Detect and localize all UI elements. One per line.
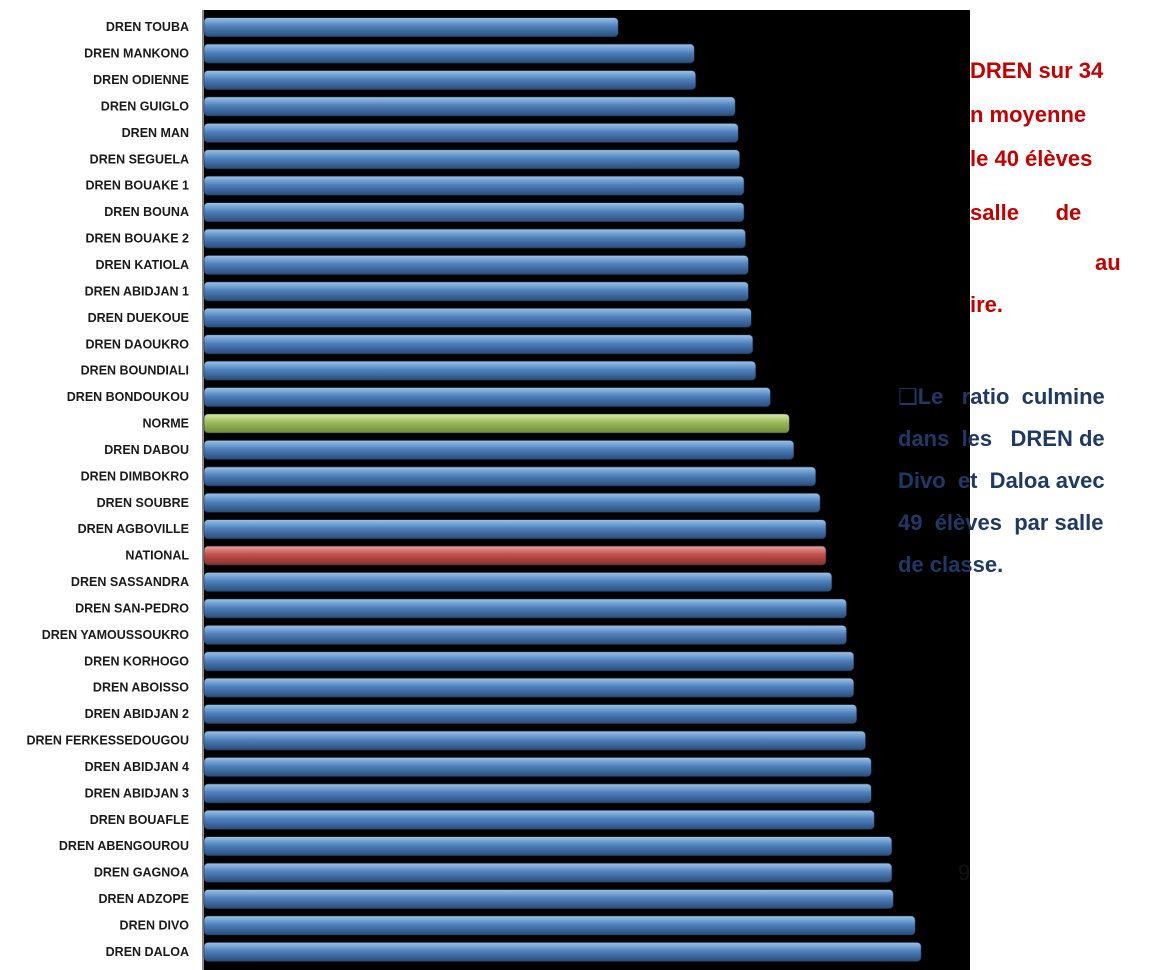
bar-dren-soubre (203, 492, 821, 513)
category-label-dren-bouafle: DREN BOUAFLE (90, 813, 189, 827)
bar-dren-boundiali (203, 360, 757, 381)
category-label-dren-katiola: DREN KATIOLA (95, 258, 189, 272)
bar-dren-abidjan-3 (203, 783, 872, 804)
category-label-dren-seguela: DREN SEGUELA (90, 152, 189, 166)
bar-dren-daloa (203, 942, 922, 962)
category-label-national: NATIONAL (125, 549, 189, 563)
category-label-dren-daloa: DREN DALOA (106, 945, 189, 959)
bar-dren-touba (203, 17, 619, 38)
category-label-dren-abengourou: DREN ABENGOUROU (59, 839, 189, 853)
bar-norme (203, 413, 790, 434)
red-line-6: ire. (970, 292, 1004, 317)
category-label-dren-gagnoa: DREN GAGNOA (94, 866, 189, 880)
blue-line-5: de classe. (898, 552, 1004, 577)
bar-dren-bondoukou (203, 387, 771, 407)
red-line-1: DREN sur 34 (970, 58, 1104, 83)
bars-group (203, 17, 922, 962)
bar-dren-bouake-1 (203, 175, 745, 196)
category-label-dren-duekoue: DREN DUEKOUE (88, 311, 189, 325)
bar-dren-san-pedro (203, 598, 847, 619)
bar-dren-abidjan-4 (203, 757, 872, 777)
bar-dren-seguela (203, 149, 740, 170)
bar-dren-abidjan-1 (203, 281, 749, 302)
category-label-dren-ferkessedougou: DREN FERKESSEDOUGOU (26, 734, 189, 748)
category-label-dren-sassandra: DREN SASSANDRA (71, 575, 189, 589)
bar-dren-abengourou (203, 836, 893, 857)
bar-dren-agboville (203, 519, 827, 540)
category-label-dren-soubre: DREN SOUBRE (97, 496, 189, 510)
category-labels: DREN TOUBA DREN MANKONO DREN ODIENNE DREN G… (26, 20, 189, 959)
category-label-dren-bouake-2: DREN BOUAKE 2 (86, 232, 190, 246)
category-label-dren-abidjan-4: DREN ABIDJAN 4 (85, 760, 189, 774)
bar-dren-dabou (203, 440, 795, 460)
category-label-dren-mankono: DREN MANKONO (84, 47, 189, 61)
bar-dren-mankono (203, 43, 695, 64)
bar-dren-katiola (203, 255, 749, 275)
bar-dren-yamoussoukro (203, 625, 847, 645)
category-label-norme: NORME (142, 417, 189, 431)
bar-dren-dimbokro (203, 466, 817, 487)
red-line-3: le 40 élèves (970, 146, 1093, 171)
category-label-dren-guiglo: DREN GUIGLO (101, 100, 189, 114)
category-label-dren-divo: DREN DIVO (120, 919, 190, 933)
bar-dren-bouna (203, 202, 745, 222)
category-label-dren-bouake-1: DREN BOUAKE 1 (86, 179, 190, 193)
category-label-dren-bouna: DREN BOUNA (104, 205, 189, 219)
bar-dren-man (203, 123, 739, 143)
bar-dren-guiglo (203, 96, 736, 117)
category-label-dren-adzope: DREN ADZOPE (98, 892, 189, 906)
blue-line-3: Divo et Daloa avec (898, 468, 1105, 493)
bar-dren-gagnoa (203, 862, 893, 883)
red-line-4: salle de (970, 200, 1082, 225)
bar-dren-aboisso (203, 677, 855, 698)
category-label-dren-dimbokro: DREN DIMBOKRO (81, 469, 190, 483)
bar-dren-abidjan-2 (203, 704, 858, 724)
bar-dren-ferkessedougou (203, 730, 866, 751)
bar-dren-korhogo (203, 651, 855, 672)
red-line-2: n moyenne (970, 102, 1087, 127)
category-label-dren-boundiali: DREN BOUNDIALI (81, 364, 189, 378)
bar-dren-divo (203, 915, 916, 936)
bar-dren-odienne (203, 70, 697, 90)
bar-dren-bouake-2 (203, 228, 746, 249)
blue-line-4: 49 élèves par salle (898, 510, 1104, 535)
blue-line-2: dans les DREN de (898, 426, 1105, 451)
bar-dren-duekoue (203, 307, 752, 328)
category-label-dren-abidjan-2: DREN ABIDJAN 2 (85, 707, 189, 721)
bar-dren-sassandra (203, 572, 833, 592)
bar-national (203, 545, 827, 566)
category-label-dren-dabou: DREN DABOU (104, 443, 189, 457)
bar-dren-bouafle (203, 809, 875, 830)
category-label-dren-touba: DREN TOUBA (106, 20, 189, 34)
category-label-dren-man: DREN MAN (122, 126, 189, 140)
category-label-dren-san-pedro: DREN SAN-PEDRO (75, 602, 189, 616)
category-label-dren-aboisso: DREN ABOISSO (93, 681, 189, 695)
bar-dren-daoukro (203, 334, 754, 355)
page-number: 9 (958, 860, 971, 885)
red-line-5: au (1095, 250, 1121, 275)
category-label-dren-abidjan-1: DREN ABIDJAN 1 (85, 284, 189, 298)
category-label-dren-bondoukou: DREN BONDOUKOU (67, 390, 189, 404)
blue-line-1: ❑Le ratio culmine (898, 384, 1105, 409)
category-label-dren-yamoussoukro: DREN YAMOUSSOUKRO (42, 628, 190, 642)
category-label-dren-daoukro: DREN DAOUKRO (86, 337, 190, 351)
category-label-dren-agboville: DREN AGBOVILLE (78, 522, 189, 536)
category-label-dren-odienne: DREN ODIENNE (93, 73, 189, 87)
category-label-dren-abidjan-3: DREN ABIDJAN 3 (85, 786, 189, 800)
bar-dren-adzope (203, 889, 894, 909)
category-label-dren-korhogo: DREN KORHOGO (84, 654, 189, 668)
